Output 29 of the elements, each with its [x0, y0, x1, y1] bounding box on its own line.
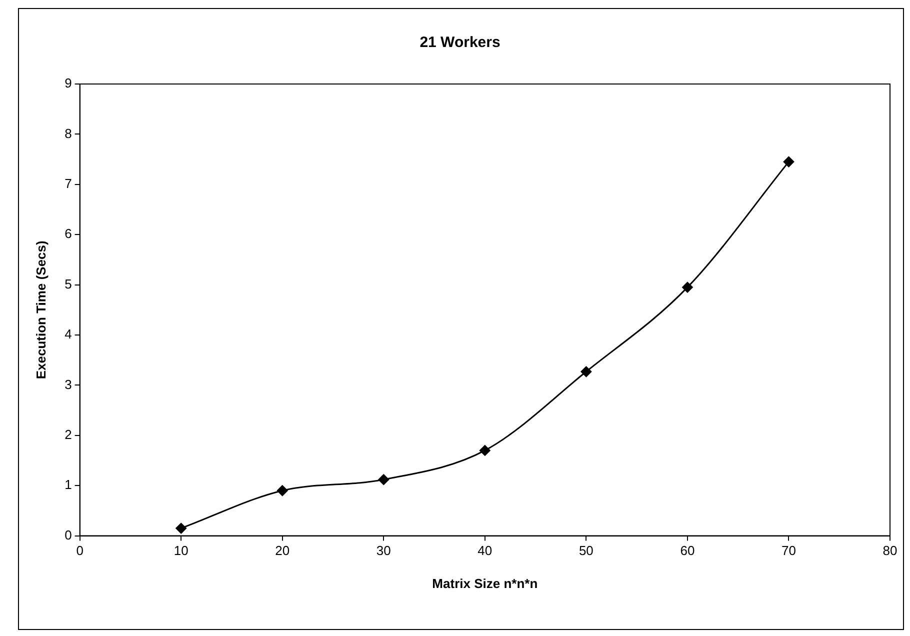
- point: [580, 366, 592, 378]
- y-tick-label: 5: [64, 276, 72, 292]
- y-tick-label: 7: [64, 176, 72, 191]
- y-tick-label: 3: [64, 376, 72, 392]
- y-tick-label: 8: [64, 126, 72, 141]
- x-tick-label: 50: [578, 543, 594, 558]
- x-tick-label: 10: [174, 543, 188, 558]
- point: [783, 156, 794, 168]
- x-tick-label: 30: [376, 543, 391, 558]
- x-tick-label: 20: [275, 543, 290, 558]
- y-tick-label: 6: [64, 226, 72, 242]
- y-tick-label: 1: [64, 477, 72, 492]
- x-tick-label: 70: [781, 543, 796, 558]
- y-tick-label: 0: [64, 527, 72, 542]
- y-axis-title: Execution Time (Secs): [33, 240, 48, 380]
- x-tick-label: 60: [680, 543, 695, 558]
- y-tick-label: 9: [64, 76, 72, 91]
- point: [176, 522, 187, 534]
- x-tick-label: 40: [478, 543, 492, 558]
- point: [378, 474, 390, 486]
- point: [276, 485, 288, 496]
- x-tick-label: 80: [882, 543, 898, 558]
- x-tick-label: 0: [76, 543, 84, 558]
- x-axis-title: Matrix Size n*n*n: [432, 576, 538, 591]
- chart-title: 21 Workers: [420, 34, 500, 52]
- point: [479, 444, 490, 456]
- y-tick-label: 4: [64, 326, 72, 342]
- point: [682, 282, 693, 293]
- y-tick-label: 2: [64, 426, 72, 442]
